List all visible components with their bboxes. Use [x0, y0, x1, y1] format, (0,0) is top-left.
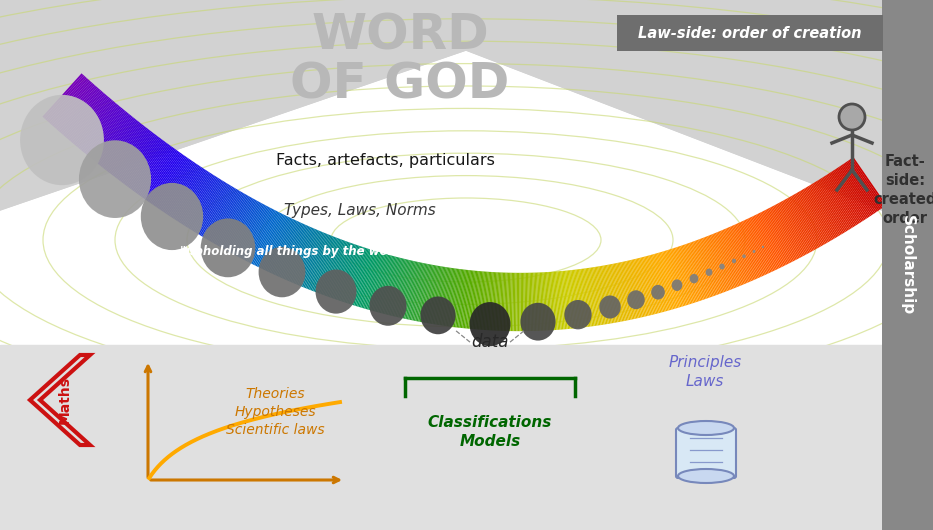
Ellipse shape	[201, 218, 256, 277]
Text: Maths: Maths	[58, 376, 72, 424]
Ellipse shape	[79, 140, 151, 218]
Text: Types, Laws, Norms: Types, Laws, Norms	[285, 202, 436, 217]
Ellipse shape	[651, 285, 665, 299]
Ellipse shape	[141, 183, 203, 250]
Circle shape	[839, 104, 865, 130]
Ellipse shape	[731, 259, 736, 263]
Text: Fact-
side:
created
order: Fact- side: created order	[873, 154, 933, 226]
Ellipse shape	[369, 286, 407, 326]
Text: WORD
OF GOD: WORD OF GOD	[290, 11, 509, 109]
FancyBboxPatch shape	[882, 0, 933, 530]
Ellipse shape	[719, 263, 725, 269]
Ellipse shape	[743, 254, 745, 258]
Polygon shape	[0, 0, 882, 210]
Text: data: data	[471, 333, 508, 351]
Ellipse shape	[678, 421, 734, 435]
Polygon shape	[0, 345, 882, 530]
Ellipse shape	[521, 303, 555, 341]
Ellipse shape	[469, 302, 510, 346]
Ellipse shape	[258, 247, 305, 297]
Text: Theories
Hypotheses
Scientific laws: Theories Hypotheses Scientific laws	[226, 386, 325, 437]
Ellipse shape	[705, 269, 713, 276]
Text: Classifications
Models: Classifications Models	[428, 414, 552, 449]
Ellipse shape	[421, 296, 455, 334]
Ellipse shape	[564, 300, 592, 329]
Text: "upholding all things by the word of his power" (Heb 1:3): "upholding all things by the word of his…	[180, 245, 560, 259]
Polygon shape	[0, 0, 882, 210]
Text: Facts, artefacts, particulars: Facts, artefacts, particulars	[275, 153, 494, 167]
FancyBboxPatch shape	[617, 15, 883, 51]
Ellipse shape	[762, 246, 764, 248]
Ellipse shape	[672, 279, 682, 291]
Ellipse shape	[689, 274, 699, 284]
Ellipse shape	[599, 295, 620, 319]
Ellipse shape	[678, 469, 734, 483]
Text: Law-side: order of creation: Law-side: order of creation	[638, 25, 862, 40]
FancyBboxPatch shape	[676, 428, 736, 478]
Ellipse shape	[315, 270, 356, 314]
Ellipse shape	[753, 250, 756, 253]
Ellipse shape	[21, 95, 104, 185]
Text: Principles
Laws: Principles Laws	[668, 355, 742, 390]
Ellipse shape	[627, 290, 645, 309]
Text: Scholarship: Scholarship	[899, 215, 914, 315]
